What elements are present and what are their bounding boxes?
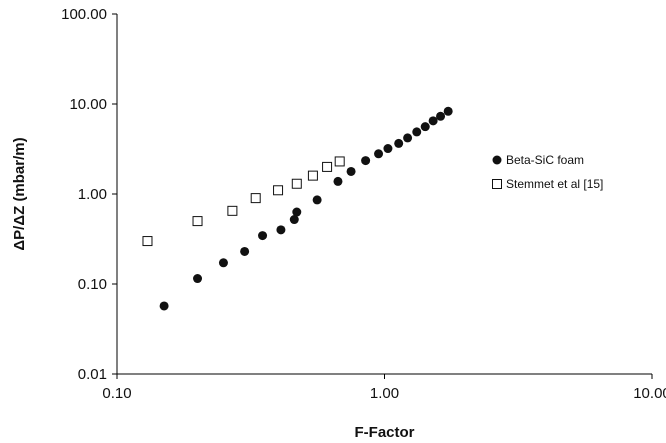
data-point: [333, 176, 343, 186]
y-tick-label: 0.01: [78, 366, 107, 383]
legend-marker: [492, 179, 502, 189]
data-point: [142, 236, 153, 247]
data-point: [361, 156, 371, 166]
y-tick-label: 10.00: [69, 96, 107, 113]
data-point: [218, 258, 228, 268]
x-tick-label: 0.10: [102, 385, 131, 402]
data-point: [374, 149, 384, 159]
data-points: [142, 106, 453, 311]
data-point: [420, 122, 430, 132]
data-point: [403, 133, 413, 143]
data-point: [258, 231, 268, 241]
data-point: [428, 116, 438, 126]
data-point: [307, 170, 318, 181]
data-point: [159, 301, 169, 311]
data-point: [289, 215, 299, 225]
data-point: [250, 193, 261, 204]
x-tick-label: 10.00: [633, 385, 666, 402]
data-point: [412, 127, 422, 137]
y-tick-label: 100.00: [61, 6, 107, 23]
data-point: [334, 156, 345, 167]
series-2: [142, 156, 345, 247]
data-point: [436, 111, 446, 121]
legend-label: Stemmet et al [15]: [506, 177, 603, 191]
y-tick-label: 0.10: [78, 276, 107, 293]
data-point: [193, 274, 203, 284]
data-point: [322, 161, 333, 172]
data-point: [312, 195, 322, 205]
series-1: [159, 106, 453, 311]
data-point: [443, 106, 453, 116]
data-point: [394, 138, 404, 148]
x-tick-label: 1.00: [370, 385, 399, 402]
y-axis-title: ΔP/ΔZ (mbar/m): [11, 137, 28, 250]
data-point: [346, 166, 356, 176]
data-point: [383, 144, 393, 154]
data-point: [291, 178, 302, 189]
data-point: [273, 185, 284, 196]
legend-marker: [492, 155, 502, 165]
x-axis-title: F-Factor: [355, 424, 415, 441]
data-point: [292, 207, 302, 217]
axes: [112, 13, 653, 379]
y-tick-label: 1.00: [78, 186, 107, 203]
legend: Beta-SiC foam Stemmet et al [15]: [490, 146, 646, 196]
data-point: [276, 225, 286, 235]
data-point: [227, 205, 238, 216]
legend-box: [490, 146, 646, 196]
data-point: [240, 246, 250, 256]
tick-labels: 0.01 0.10 1.00 10.00 100.00 0.10 1.00 10.00: [61, 6, 666, 402]
legend-label: Beta-SiC foam: [506, 153, 584, 167]
data-point: [192, 216, 203, 227]
